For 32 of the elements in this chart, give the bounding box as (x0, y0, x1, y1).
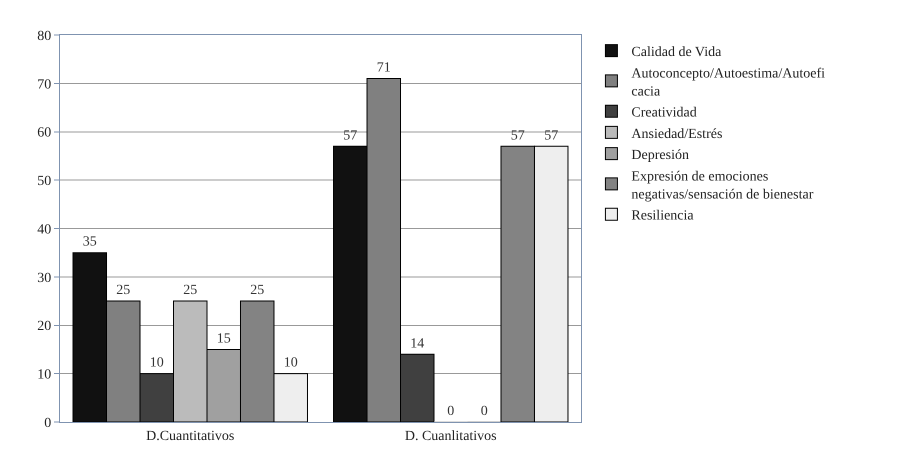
y-tick-label: 80 (37, 28, 52, 44)
data-label: 35 (82, 234, 97, 250)
y-tick-label: 0 (44, 416, 52, 431)
data-label: 10 (284, 356, 298, 371)
y-tick-label: 60 (37, 126, 52, 141)
data-label: 71 (376, 60, 391, 76)
y-tick-label: 40 (37, 222, 52, 238)
legend-label: Resiliencia (631, 208, 694, 224)
y-tick-label: 10 (37, 368, 52, 383)
data-label: 25 (183, 283, 198, 298)
data-label: 15 (216, 331, 231, 346)
data-label: 57 (510, 128, 525, 144)
legend-label: Calidad de Vida (631, 45, 722, 60)
x-tick-label: D. Cuanlitativos (404, 428, 497, 444)
y-tick-label: 30 (37, 270, 52, 286)
y-tick-label: 20 (37, 319, 52, 334)
legend-label: Ansiedad/Estrés (631, 126, 722, 142)
y-tick-label: 50 (37, 174, 52, 190)
data-label: 0 (447, 404, 454, 419)
data-label: 10 (150, 356, 164, 371)
data-label: 14 (410, 336, 424, 352)
y-tick-label: 70 (37, 77, 52, 92)
data-label: 57 (343, 128, 358, 144)
legend-label: Creatividad (631, 106, 697, 121)
data-label: 25 (250, 283, 264, 298)
x-tick-label: D.Cuantitativos (146, 428, 234, 444)
legend-label: Depresión (631, 148, 689, 164)
legend-label: Autoconcepto/Autoestima/Autoeficacia (631, 66, 826, 100)
data-label: 25 (116, 283, 130, 298)
legend-label: Expresión de emociones negativas/sensación de bienestar (631, 169, 814, 202)
data-label: 0 (480, 404, 488, 419)
data-label: 57 (544, 128, 558, 144)
